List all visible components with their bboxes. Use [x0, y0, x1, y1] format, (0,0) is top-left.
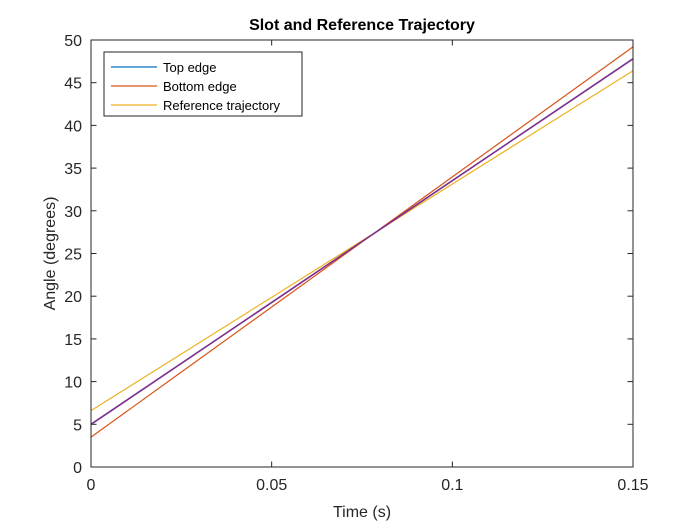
legend: Top edge Bottom edge Reference trajectory: [103, 51, 303, 117]
legend-label-2: Bottom edge: [163, 79, 237, 94]
overlay-line: [90, 58, 634, 425]
chart-title: Slot and Reference Trajectory: [249, 17, 475, 34]
y-tick-label: 15: [64, 332, 82, 349]
y-tick-label: 25: [64, 247, 82, 264]
y-tick-label: 35: [64, 161, 82, 178]
y-tick-label: 30: [64, 204, 82, 221]
y-tick-label: 50: [64, 33, 82, 50]
y-tick-label: 10: [64, 375, 82, 392]
x-axis-label: Time (s): [333, 504, 391, 521]
y-tick-label: 40: [64, 118, 82, 135]
y-tick-label: 20: [64, 289, 82, 306]
y-tick-label: 45: [64, 76, 82, 93]
x-tick-label: 0.1: [441, 477, 463, 494]
x-tick-label: 0: [87, 477, 96, 494]
legend-label-3: Reference trajectory: [163, 98, 281, 113]
legend-items: Top edge Bottom edge Reference trajectory: [111, 60, 281, 113]
ticks-layer: 0 0.05 0.1 0.15 0 5 10 15 20 25 30 35 40 45 50: [64, 33, 648, 494]
y-axis-label: Angle (degrees): [42, 197, 59, 311]
series-layer: [90, 46, 634, 438]
y-tick-label: 0: [73, 460, 82, 477]
x-tick-label: 0.15: [617, 477, 648, 494]
x-tick-label: 0.05: [256, 477, 287, 494]
y-tick-label: 5: [73, 417, 82, 434]
legend-label-1: Top edge: [163, 60, 217, 75]
